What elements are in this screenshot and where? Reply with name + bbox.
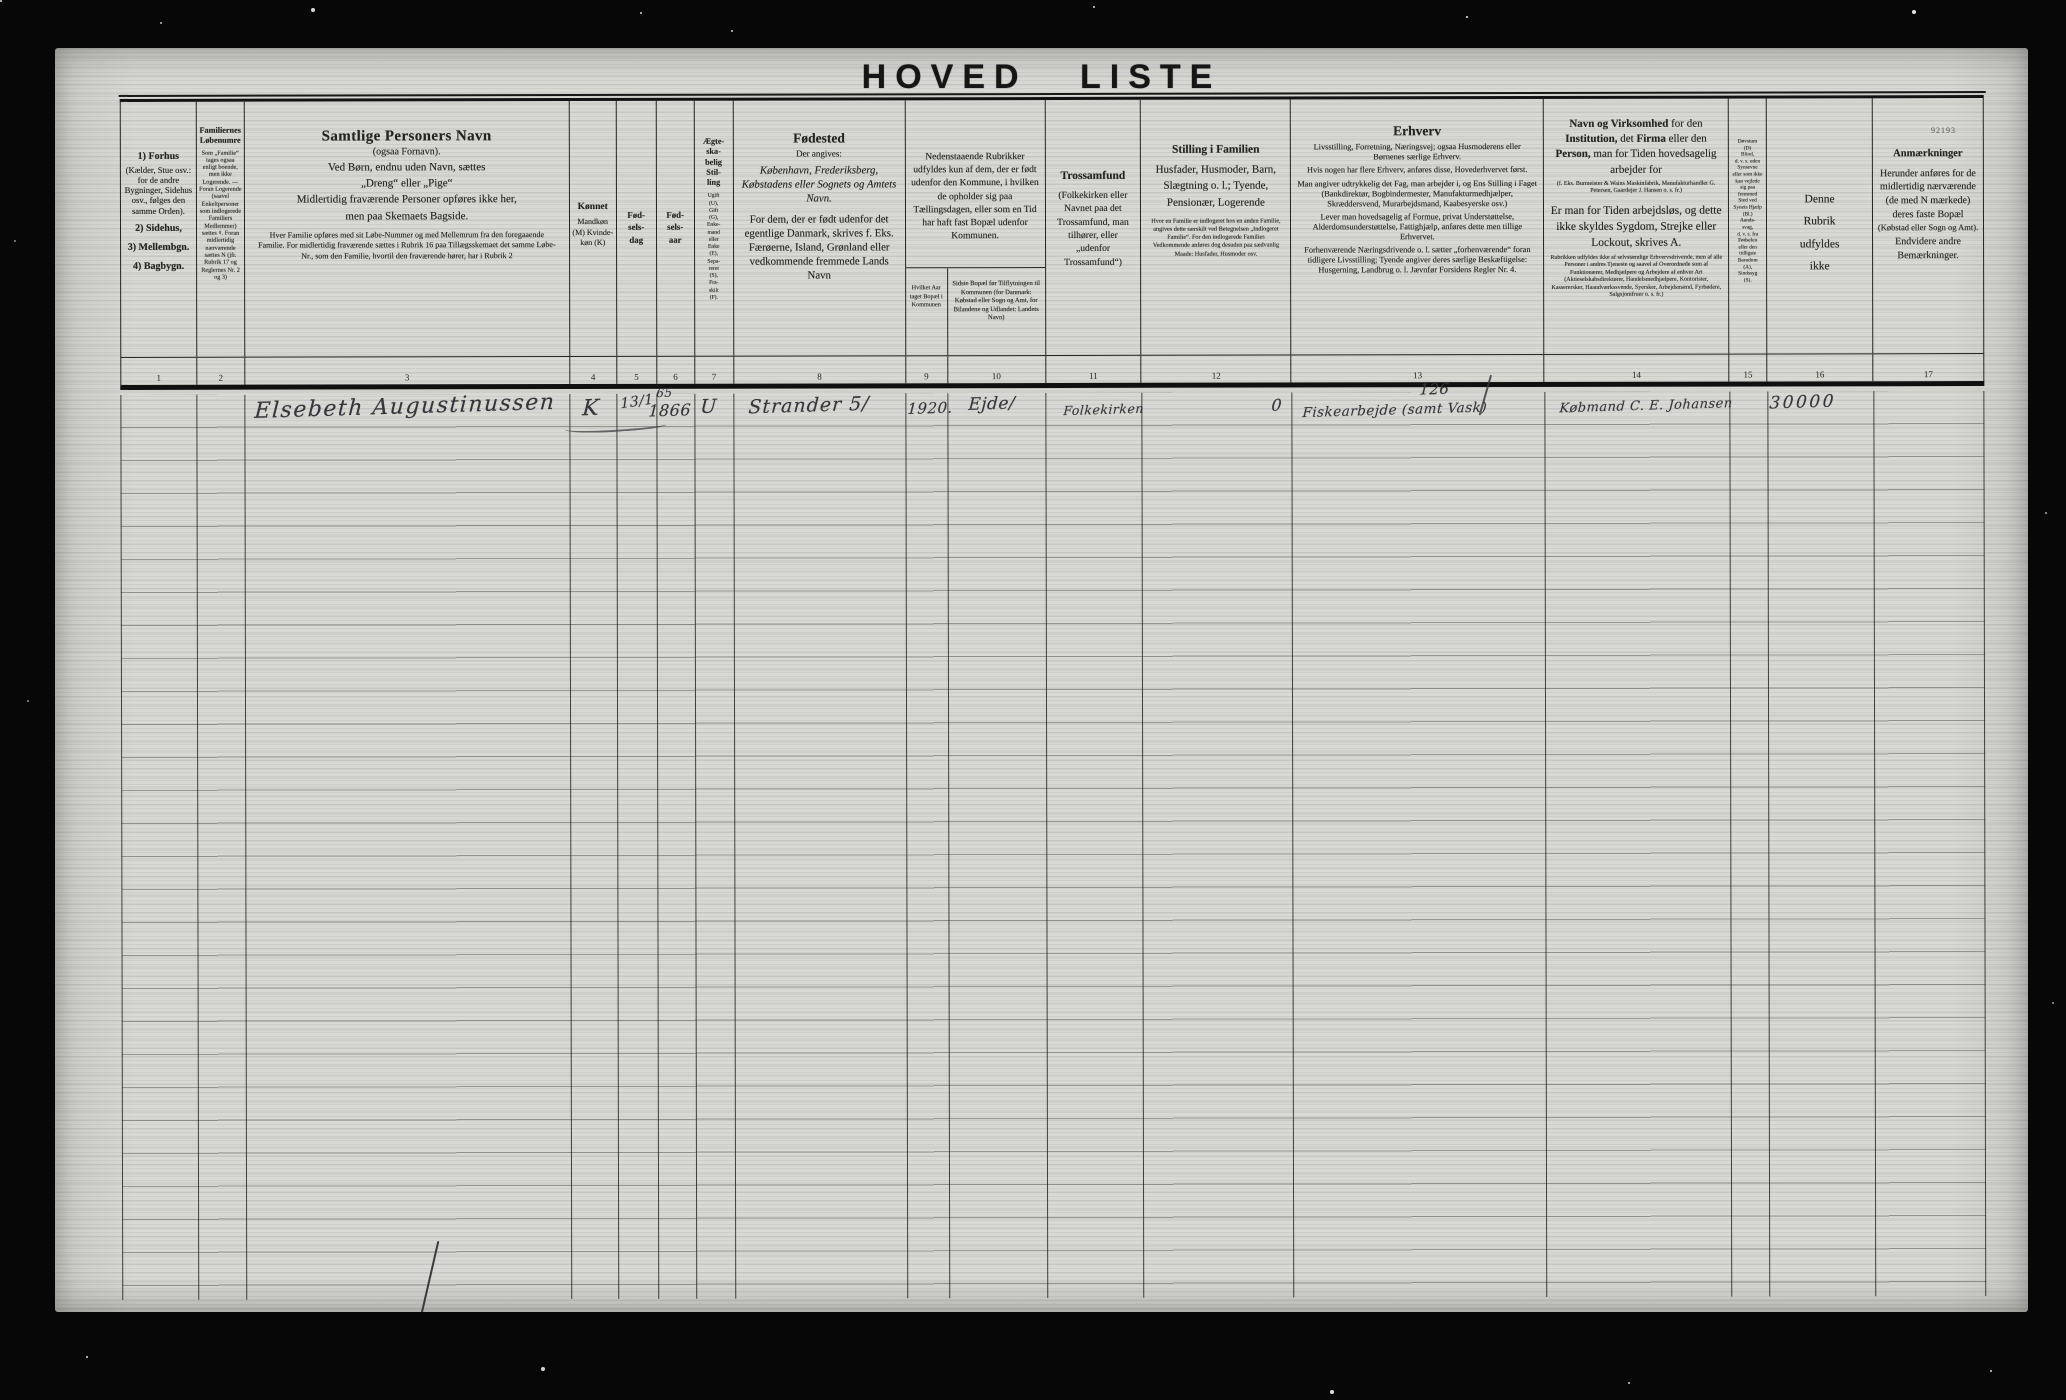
entry-column16-scribble-handwriting: 30000: [1768, 391, 1837, 414]
census-table: 1) Forhus (Kælder, Stue osv.: for de and…: [119, 95, 1987, 1305]
entry-marital-status-handwriting: U: [699, 395, 718, 418]
column-number-row: 1 2 3 4 5 6 7 8 9 10 11 12 13 14 15 16 1…: [120, 353, 1985, 390]
column-number: 17: [1873, 354, 1985, 382]
column-header-religion: Trossamfund (Folkekirken eller Navnet pa…: [1045, 99, 1142, 356]
page-title: HOVED LISTE: [861, 58, 1222, 96]
column-header-birthplace: Fødested Der angives: København, Frederi…: [733, 100, 906, 356]
column-header-family-number: Familier­nes Løbe­numre Som „Familie“ ta…: [196, 101, 246, 357]
column-number: 11: [1045, 355, 1142, 384]
column-header-disabilities: Døvstum (D) Blind, d. v. s. uden Synsevn…: [1728, 98, 1768, 354]
column-header-previous-residence: Sidste Bopæl før Tilflytningen til Kommu…: [952, 280, 1040, 322]
entry-birth-year-note-handwriting: 65: [655, 385, 674, 401]
entry-year-settled-handwriting: 1920.: [906, 398, 954, 418]
column-number: 1: [121, 357, 198, 385]
entry-religion-handwriting: Folkekirken: [1062, 400, 1145, 419]
entry-previous-residence-handwriting: Ejde∕: [967, 393, 1016, 415]
entry-occupation-handwriting: Fiskearbejde (samt Vask): [1301, 399, 1488, 422]
column-number: 14: [1544, 354, 1730, 382]
column-header-employer: Navn og Virksomhed for den Institution, …: [1543, 98, 1730, 354]
column-number: 16: [1767, 354, 1874, 382]
column-number: 5: [616, 356, 658, 384]
column-header-name: Samtlige Personers Navn (ogsaa Fornavn).…: [244, 101, 571, 357]
column-number: 4: [570, 356, 618, 385]
film-speckles: [0, 0, 2, 2]
column-header-birth-year: Fød- sels- aar: [656, 100, 695, 356]
entry-employer-handwriting: Købmand C. E. Johansen: [1558, 396, 1734, 417]
column-header-year-settled: Hvilket Aar taget Bopæl i Kommunen: [905, 268, 948, 356]
column-header-family-position: Stilling i Familien Husfader, Husmoder, …: [1141, 99, 1292, 355]
column-header-birth-day: Fød- sels- dag: [616, 100, 657, 356]
column-number: 7: [694, 356, 735, 384]
entry-family-position-handwriting: 0: [1270, 395, 1283, 415]
column-header-remarks: Anmærkninger Herunder anføres for de mid…: [1872, 98, 1985, 354]
table-header-row: 1) Forhus (Kælder, Stue osv.: for de and…: [119, 95, 1985, 357]
column-number: 15: [1729, 354, 1768, 382]
column-header-marital-status: Ægte- ska- belig Stil- ling Ugift (U), G…: [694, 100, 734, 356]
table-body: Elsebeth Augustinussen K 13/1 65 1866 U …: [120, 374, 1987, 1303]
column-header-building: 1) Forhus (Kælder, Stue osv.: for de and…: [120, 101, 198, 357]
pen-flourish: [564, 418, 667, 436]
column-number: 9: [905, 356, 948, 384]
column-number: 3: [245, 357, 571, 385]
entry-birth-year-handwriting: 1866: [647, 400, 692, 421]
entry-name-handwriting: Elsebeth Augustinussen: [253, 389, 557, 424]
column-header-unused: Denne Rubrik udfyldes ikke: [1766, 98, 1874, 354]
column-number: 12: [1141, 355, 1292, 383]
column-header-sex: Kønnet Mandkøn (M) Kvinde­køn (K): [569, 100, 617, 357]
entry-occupation-note-handwriting: 126: [1418, 379, 1451, 399]
entry-birthplace-handwriting: Strander 5∕: [747, 392, 871, 419]
column-number: 6: [656, 356, 696, 384]
column-number: 8: [733, 356, 906, 384]
census-form-page: HOVED LISTE 92193 1) Forhus (Kælder, Stu…: [55, 48, 2028, 1312]
entry-sex-handwriting: K: [581, 395, 601, 422]
column-header-occupation: Erhverv Livsstilling, Forretning, Næring…: [1291, 98, 1545, 355]
column-group-moved-to-municipality: Nedenstaaende Rubrikker udfyldes kun af …: [905, 100, 1046, 356]
column-number: 10: [947, 356, 1046, 384]
column-number: 2: [197, 357, 246, 385]
column-number: 13: [1291, 354, 1545, 383]
